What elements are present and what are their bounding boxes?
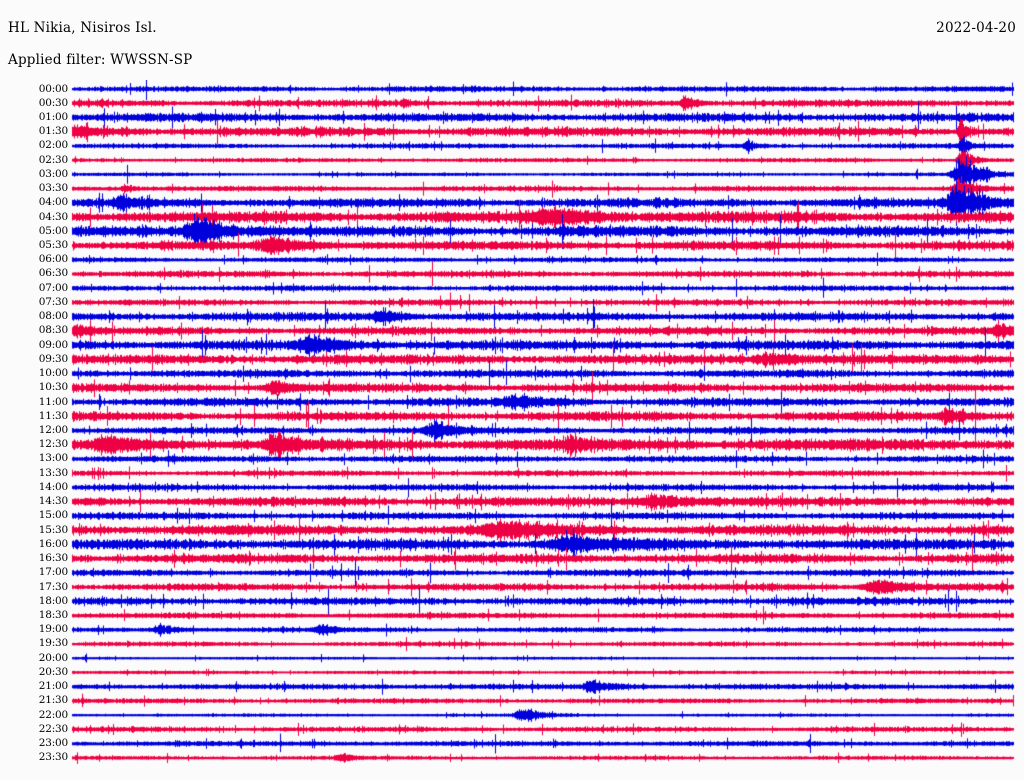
helicorder-plot — [0, 80, 1024, 780]
applied-filter-label: Applied filter: WWSSN-SP — [8, 52, 193, 68]
page-title: HL Nikia, Nisiros Isl. — [8, 20, 157, 36]
date-label: 2022-04-20 — [936, 20, 1016, 36]
seismogram-canvas — [0, 80, 1024, 780]
